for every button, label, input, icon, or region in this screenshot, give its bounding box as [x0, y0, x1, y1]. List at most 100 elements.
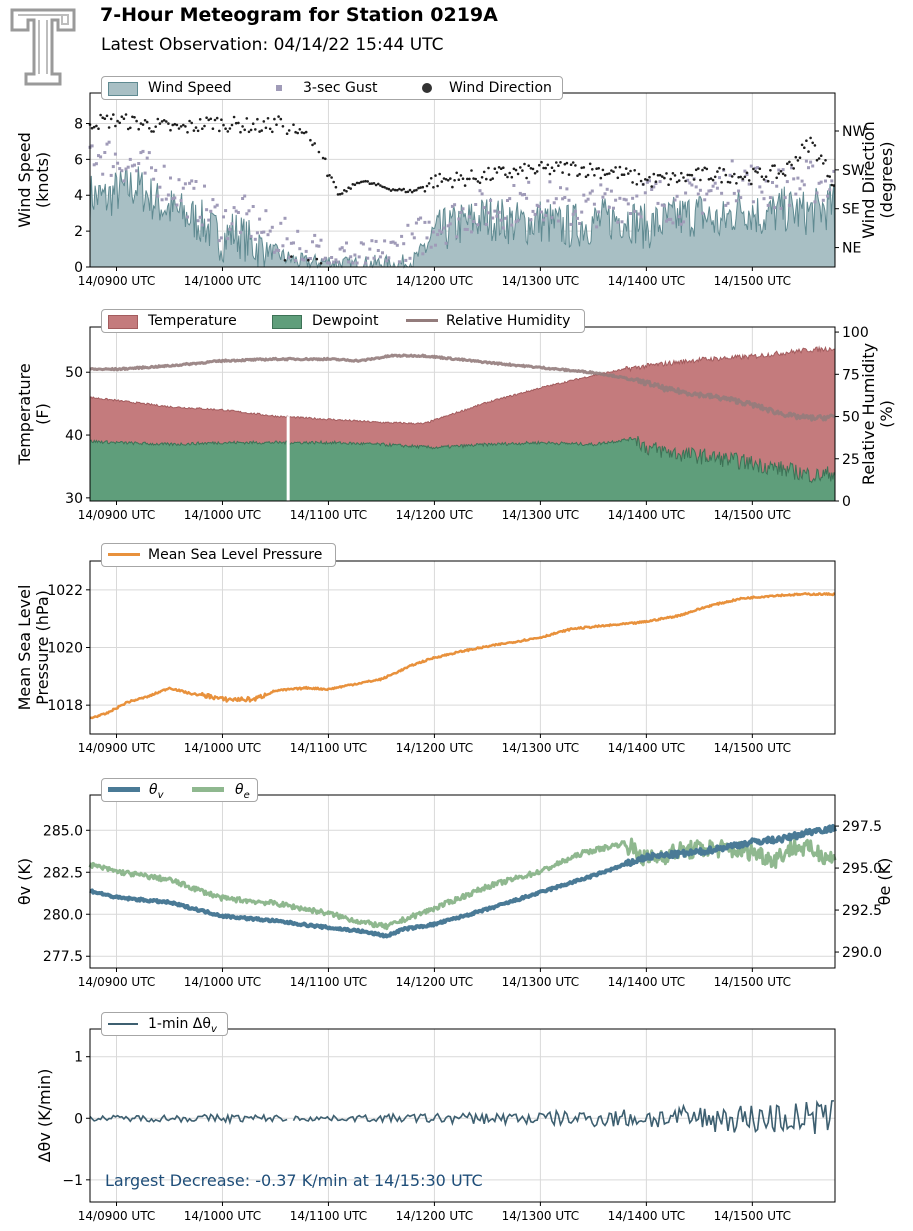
direction-point — [201, 127, 204, 130]
direction-point — [472, 177, 475, 180]
gust-point — [226, 237, 230, 241]
direction-point — [309, 138, 312, 142]
direction-point — [482, 170, 486, 174]
gust-point — [533, 212, 537, 216]
direction-point — [234, 121, 238, 125]
direction-point — [302, 131, 306, 135]
x-tick-label: 14/0900 UTC — [78, 1209, 155, 1223]
direction-point — [612, 170, 615, 173]
data-gap — [286, 416, 290, 501]
gust-point — [766, 203, 770, 207]
gust-point — [631, 196, 635, 200]
gust-point — [567, 198, 571, 202]
y-axis-label: Wind Speed(knots) — [15, 132, 52, 227]
direction-point — [415, 188, 418, 192]
gust-point — [660, 203, 664, 207]
gust-point — [747, 182, 751, 186]
gust-point — [395, 243, 399, 247]
y2-tick-label: SE — [842, 202, 860, 218]
direction-point — [307, 258, 310, 262]
gust-point — [99, 155, 103, 159]
y2-tick-label: 100 — [842, 325, 869, 341]
gust-point — [387, 256, 391, 260]
gust-point — [650, 188, 654, 191]
direction-point — [406, 190, 410, 194]
y-tick-label: 1022 — [47, 583, 83, 599]
direction-point — [618, 165, 622, 169]
gust-point — [116, 161, 120, 165]
y2-axis-label: Relative Humidity(%) — [859, 343, 896, 485]
direction-point — [809, 136, 812, 140]
gust-point — [311, 240, 314, 244]
gust-point — [751, 200, 755, 204]
direction-point — [516, 172, 520, 176]
gust-point — [423, 220, 427, 224]
gust-point — [569, 222, 573, 226]
direction-point — [413, 189, 416, 192]
direction-point — [470, 169, 473, 172]
direction-point — [521, 169, 524, 172]
gust-point — [701, 211, 704, 215]
direction-point — [285, 132, 289, 135]
direction-point — [417, 186, 420, 190]
gust-point — [209, 209, 213, 213]
direction-point — [555, 161, 558, 164]
gust-point — [565, 187, 569, 191]
pressure-line — [108, 553, 140, 556]
direction-point — [461, 177, 465, 180]
legend-gust: 3-sec Gust — [270, 80, 390, 96]
gust-point — [527, 180, 531, 184]
direction-point — [497, 166, 501, 169]
gust-point — [372, 256, 376, 260]
gust-point — [773, 206, 777, 210]
direction-point — [218, 129, 221, 133]
gust-point — [230, 222, 234, 226]
gust-point — [616, 220, 620, 224]
gust-point — [414, 221, 418, 225]
direction-point — [567, 173, 571, 176]
direction-point — [552, 169, 556, 173]
plot-border — [89, 794, 836, 969]
gust-point — [592, 202, 596, 206]
gust-point — [544, 214, 548, 217]
direction-point — [442, 177, 446, 180]
x-tick-label: 14/1100 UTC — [290, 975, 367, 989]
direction-point — [116, 119, 119, 123]
largest-decrease-annotation: Largest Decrease: -0.37 K/min at 14/15:3… — [105, 1171, 483, 1190]
x-tick-label: 14/1100 UTC — [290, 1209, 367, 1223]
y-tick-label: 280.0 — [43, 907, 83, 923]
gust-point — [213, 205, 217, 209]
direction-point — [508, 171, 512, 175]
gust-point — [374, 239, 378, 243]
gust-point — [529, 218, 533, 222]
gust-point — [410, 232, 414, 236]
direction-point — [330, 176, 333, 179]
direction-point — [800, 143, 804, 147]
direction-point — [588, 162, 592, 166]
x-tick-label: 14/1500 UTC — [714, 741, 791, 755]
direction-point — [741, 177, 745, 181]
direction-point — [423, 190, 427, 193]
gust-point — [122, 179, 126, 183]
legend-dthv-label: 1-min Δθv — [148, 1016, 217, 1038]
direction-point — [150, 130, 153, 133]
x-tick-label: 14/1000 UTC — [184, 508, 261, 522]
gust-point — [463, 227, 467, 231]
gust-point — [779, 206, 783, 210]
direction-point — [290, 255, 293, 258]
direction-point — [432, 186, 435, 189]
theta-v-line — [108, 787, 140, 792]
direction-point — [489, 178, 492, 182]
gust-point — [279, 221, 283, 225]
gust-point — [296, 229, 300, 233]
page-subtitle: Latest Observation: 04/14/22 15:44 UTC — [101, 35, 444, 55]
gust-point — [804, 159, 808, 163]
gust-point — [217, 239, 221, 243]
x-tick-label: 14/1400 UTC — [608, 508, 685, 522]
axis-label-line: (degrees) — [877, 142, 896, 219]
gust-point — [487, 211, 490, 215]
gust-point — [323, 256, 327, 260]
legend-temperature: Temperature — [108, 313, 248, 329]
direction-point — [701, 168, 704, 172]
x-tick-label: 14/1400 UTC — [608, 741, 685, 755]
